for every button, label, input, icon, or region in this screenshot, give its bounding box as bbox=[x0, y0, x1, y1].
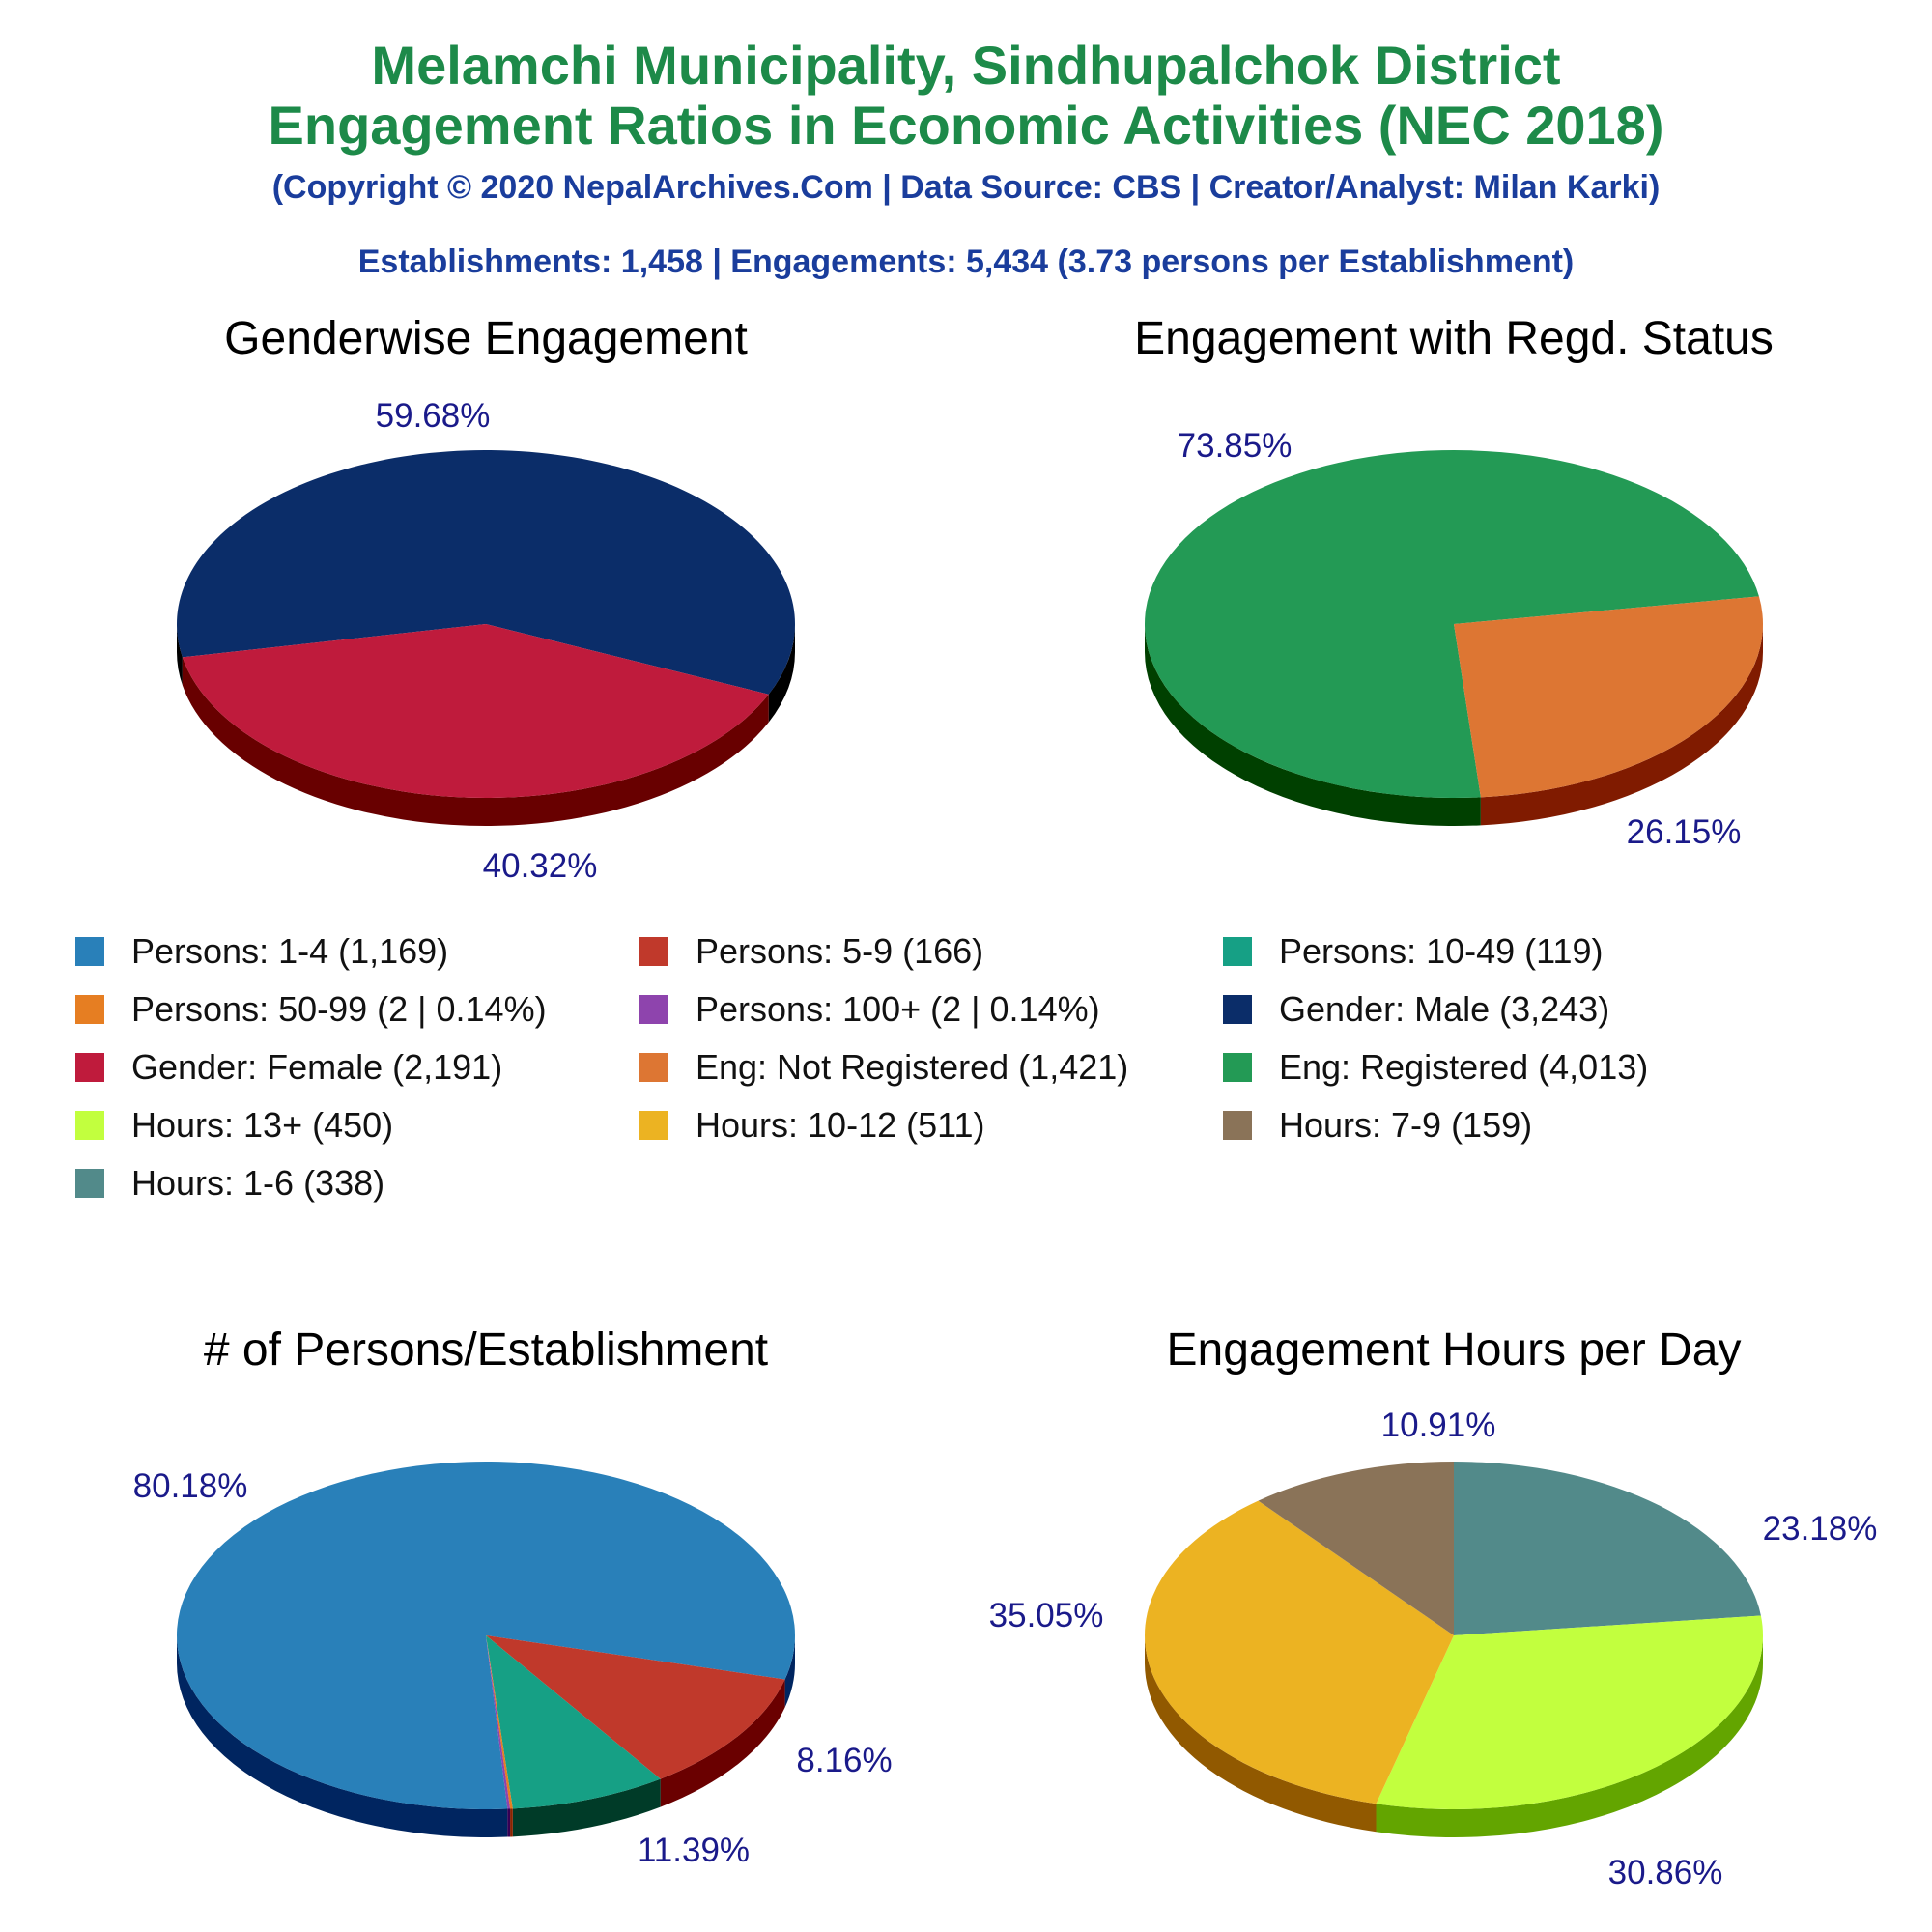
legend-label: Eng: Not Registered (1,421) bbox=[696, 1047, 1129, 1087]
legend-label: Gender: Female (2,191) bbox=[131, 1047, 503, 1087]
pct-label-hours-1-6: 23.18% bbox=[1763, 1510, 1878, 1548]
pie-title: # of Persons/Establishment bbox=[204, 1324, 768, 1376]
pie-side-gender-female bbox=[182, 657, 769, 827]
legend-swatch bbox=[75, 1053, 104, 1082]
legend-item-persons-100-2-0-14: Persons: 100+ (2 | 0.14%) bbox=[639, 989, 1100, 1029]
pct-label-persons-5-9: 11.39% bbox=[638, 1832, 750, 1869]
legend-label: Persons: 100+ (2 | 0.14%) bbox=[696, 989, 1100, 1029]
pie-side-persons-10-49 bbox=[512, 1778, 661, 1837]
legend-label: Gender: Male (3,243) bbox=[1279, 989, 1610, 1029]
pct-label-eng-not-registered: 26.15% bbox=[1627, 813, 1742, 851]
legend-swatch bbox=[1223, 1053, 1252, 1082]
pct-label-gender-male: 59.68% bbox=[376, 397, 491, 435]
pie-slice-persons-50-99 bbox=[486, 1635, 513, 1809]
pie-title: Engagement Hours per Day bbox=[1167, 1324, 1742, 1376]
pie-side-gender-male bbox=[177, 624, 183, 686]
pct-label-hours-10-12: 35.05% bbox=[989, 1597, 1104, 1634]
legend-swatch bbox=[639, 937, 668, 966]
pie-slice-hours-13 bbox=[1376, 1615, 1763, 1809]
pie-side-eng-registered bbox=[1145, 624, 1481, 827]
pie-title: Genderwise Engagement bbox=[224, 313, 748, 364]
chart-title-line2: Engagement Ratios in Economic Activities… bbox=[268, 95, 1664, 156]
pct-label-gender-female: 40.32% bbox=[483, 847, 598, 885]
legend-item-hours-13-450: Hours: 13+ (450) bbox=[75, 1105, 394, 1145]
legend-label: Hours: 10-12 (511) bbox=[696, 1105, 985, 1145]
legend-item-persons-5-9-166: Persons: 5-9 (166) bbox=[639, 931, 984, 971]
pie-slice-eng-not-registered bbox=[1454, 596, 1764, 798]
legend-label: Hours: 7-9 (159) bbox=[1279, 1105, 1533, 1145]
legend-swatch bbox=[1223, 995, 1252, 1024]
pie-side-eng-not-registered bbox=[1480, 624, 1764, 826]
legend-item-hours-1-6-338: Hours: 1-6 (338) bbox=[75, 1163, 385, 1203]
legend-swatch bbox=[75, 1169, 104, 1198]
pie-slice-eng-registered bbox=[1145, 450, 1759, 798]
pie-slice-hours-7-9 bbox=[1258, 1462, 1454, 1635]
pie-side-hours-10-12 bbox=[1145, 1635, 1377, 1833]
chart-title-line1: Melamchi Municipality, Sindhupalchok Dis… bbox=[371, 35, 1561, 96]
pct-label-persons-10-49: 8.16% bbox=[796, 1742, 892, 1779]
pie-side-persons-100 bbox=[507, 1808, 511, 1837]
legend-label: Persons: 1-4 (1,169) bbox=[131, 931, 449, 971]
legend-item-persons-1-4-1-169: Persons: 1-4 (1,169) bbox=[75, 931, 449, 971]
legend-item-persons-10-49-119: Persons: 10-49 (119) bbox=[1223, 931, 1604, 971]
pie-side-persons-5-9 bbox=[660, 1679, 785, 1807]
legend-swatch bbox=[1223, 1111, 1252, 1140]
pie-slice-persons-1-4 bbox=[176, 1462, 795, 1810]
legend-label: Persons: 10-49 (119) bbox=[1279, 931, 1604, 971]
legend-swatch bbox=[75, 937, 104, 966]
legend-swatch bbox=[75, 1111, 104, 1140]
pie-slice-hours-1-6 bbox=[1454, 1462, 1761, 1635]
pie-side-hours-13 bbox=[1376, 1635, 1763, 1837]
legend-label: Eng: Registered (4,013) bbox=[1279, 1047, 1649, 1087]
pie-slice-persons-100 bbox=[486, 1635, 511, 1809]
pct-label-hours-7-9: 10.91% bbox=[1381, 1406, 1496, 1444]
legend-label: Hours: 1-6 (338) bbox=[131, 1163, 385, 1203]
pie-slice-gender-male bbox=[177, 450, 795, 695]
legend-label: Persons: 50-99 (2 | 0.14%) bbox=[131, 989, 547, 1029]
legend-item-hours-10-12-511: Hours: 10-12 (511) bbox=[639, 1105, 985, 1145]
pct-label-persons-1-4: 80.18% bbox=[133, 1467, 248, 1505]
legend-item-gender-male-3-243: Gender: Male (3,243) bbox=[1223, 989, 1610, 1029]
pct-label-hours-13: 30.86% bbox=[1608, 1854, 1723, 1891]
legend-swatch bbox=[1223, 937, 1252, 966]
legend-swatch bbox=[639, 995, 668, 1024]
pie-side-persons-1-4 bbox=[177, 1635, 508, 1837]
legend-swatch bbox=[639, 1053, 668, 1082]
legend-label: Hours: 13+ (450) bbox=[131, 1105, 394, 1145]
copyright-line: (Copyright © 2020 NepalArchives.Com | Da… bbox=[271, 169, 1661, 206]
legend-label: Persons: 5-9 (166) bbox=[696, 931, 984, 971]
legend-swatch bbox=[639, 1111, 668, 1140]
legend-item-persons-50-99-2-0-14: Persons: 50-99 (2 | 0.14%) bbox=[75, 989, 547, 1029]
legend-item-eng-not-registered-1-421: Eng: Not Registered (1,421) bbox=[639, 1047, 1129, 1087]
pie-side-persons-50-99 bbox=[510, 1808, 513, 1837]
pie-slice-persons-10-49 bbox=[486, 1635, 661, 1809]
legend-item-eng-registered-4-013: Eng: Registered (4,013) bbox=[1223, 1047, 1649, 1087]
summary-line: Establishments: 1,458 | Engagements: 5,4… bbox=[357, 243, 1575, 280]
pie-slice-persons-5-9 bbox=[486, 1635, 785, 1779]
legend-swatch bbox=[75, 995, 104, 1024]
pie-slice-hours-10-12 bbox=[1145, 1500, 1454, 1804]
pie-slice-gender-female bbox=[182, 624, 769, 799]
legend-item-hours-7-9-159: Hours: 7-9 (159) bbox=[1223, 1105, 1533, 1145]
pie-title: Engagement with Regd. Status bbox=[1134, 313, 1774, 364]
legend-item-gender-female-2-191: Gender: Female (2,191) bbox=[75, 1047, 503, 1087]
pct-label-eng-registered: 73.85% bbox=[1178, 427, 1293, 465]
pie-side-gender-male bbox=[768, 624, 795, 723]
pie-side-persons-1-4 bbox=[784, 1635, 795, 1708]
